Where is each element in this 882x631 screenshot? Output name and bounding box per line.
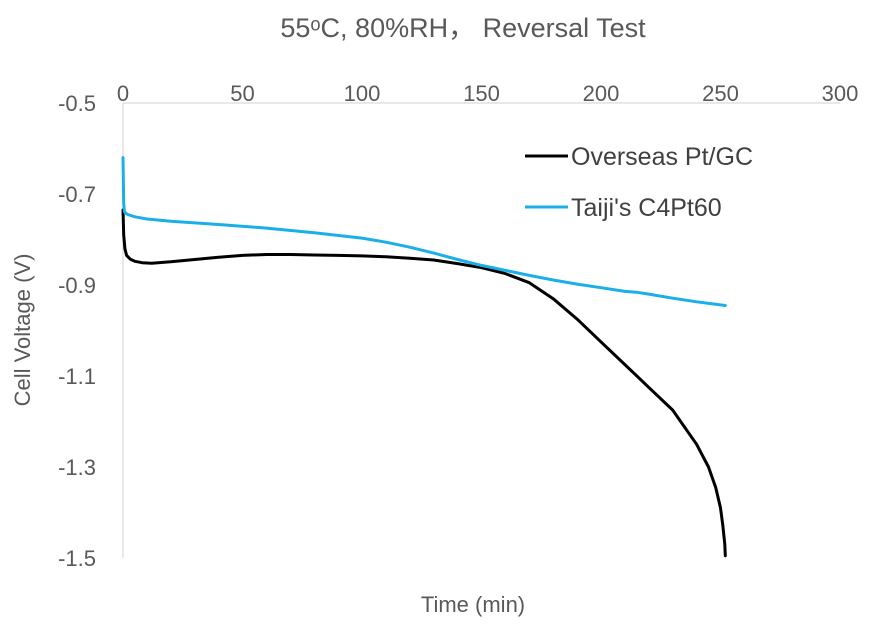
x-tick-label: 50	[230, 81, 254, 106]
y-tick-label: -1.5	[58, 546, 96, 571]
y-tick-label: -0.9	[58, 273, 96, 298]
x-tick-label: 100	[344, 81, 381, 106]
legend-label-overseas-pt-gc: Overseas Pt/GC	[571, 143, 753, 171]
y-tick-label: -0.5	[58, 91, 96, 116]
x-axis-label: Time (min)	[421, 592, 525, 617]
y-tick-label: -1.3	[58, 455, 96, 480]
x-tick-label: 150	[463, 81, 500, 106]
y-tick-labels: -0.5 -0.7 -0.9 -1.1 -1.3 -1.5	[58, 91, 96, 571]
x-tick-label: 0	[117, 81, 129, 106]
series-lines	[121, 156, 727, 558]
series-line-overseas-pt-gc	[121, 208, 727, 558]
x-tick-label: 200	[583, 81, 620, 106]
x-tick-labels: 0 50 100 150 200 250 300	[117, 81, 858, 106]
chart-title: 55ᵒC, 80%RH， Reversal Test	[280, 13, 646, 43]
y-tick-label: -0.7	[58, 182, 96, 207]
series-line-taiji-c4pt60	[121, 156, 727, 307]
legend: Overseas Pt/GC Taiji's C4Pt60	[525, 143, 753, 222]
y-axis-label: Cell Voltage (V)	[10, 254, 35, 407]
legend-label-taiji-c4pt60: Taiji's C4Pt60	[571, 194, 722, 222]
plot-area	[122, 102, 840, 558]
x-tick-label: 250	[702, 81, 739, 106]
y-tick-label: -1.1	[58, 364, 96, 389]
x-tick-label: 300	[822, 81, 859, 106]
